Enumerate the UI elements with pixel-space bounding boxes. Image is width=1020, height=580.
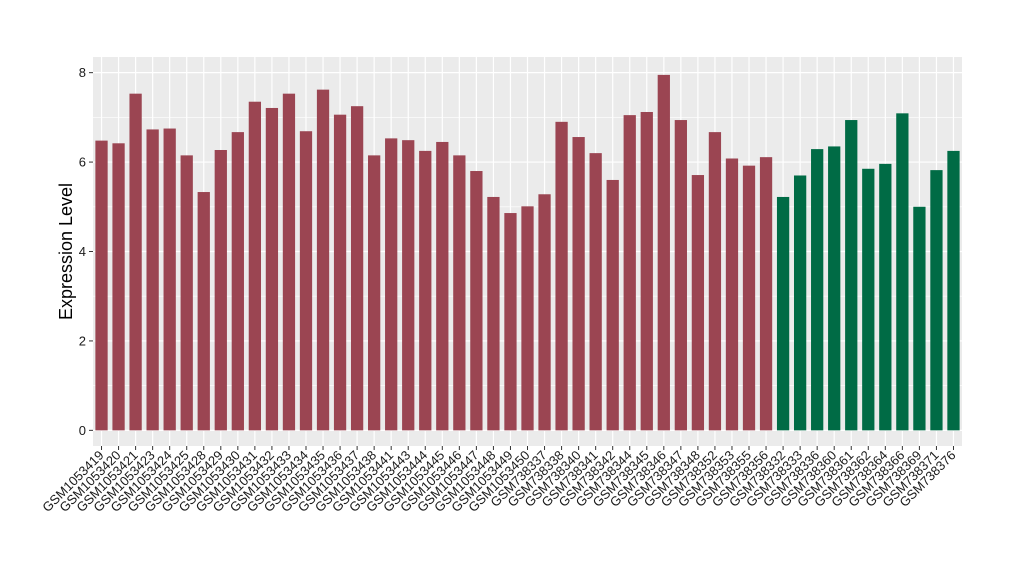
bar [947, 150, 960, 431]
bar [214, 150, 227, 431]
bar [725, 158, 739, 431]
bar [180, 155, 193, 431]
bar [913, 206, 926, 431]
y-tick-label: 0 [79, 423, 86, 438]
bar [436, 141, 449, 431]
bar [368, 155, 381, 431]
bar [504, 213, 517, 431]
bar [828, 146, 841, 431]
bar [248, 101, 262, 431]
bar [385, 138, 398, 431]
bar [572, 137, 585, 431]
bar [862, 168, 875, 431]
bar [197, 192, 210, 431]
bar [640, 111, 653, 431]
y-tick-label: 8 [79, 65, 86, 80]
bar [742, 165, 756, 431]
bar [231, 132, 244, 431]
bar [333, 114, 347, 431]
bar [350, 106, 364, 431]
bar [265, 107, 279, 431]
bar [555, 121, 568, 431]
bar [487, 196, 500, 431]
bar [112, 143, 125, 431]
bar [759, 157, 773, 431]
y-tick-label: 6 [79, 155, 86, 170]
bar [299, 131, 313, 431]
bar [470, 171, 483, 431]
bar [811, 149, 824, 431]
bar [146, 129, 159, 431]
y-axis: 0 2 4 6 8 [79, 65, 93, 438]
x-axis: GSM1053419GSM1053420GSM1053421GSM1053423… [39, 446, 959, 515]
bar [879, 163, 892, 431]
bar [453, 155, 466, 431]
bar [419, 150, 432, 431]
bar [657, 74, 670, 431]
bar [674, 120, 687, 431]
bar [691, 175, 705, 431]
y-tick-label: 2 [79, 333, 86, 348]
bar [521, 206, 534, 431]
bar [95, 140, 108, 431]
bar [896, 113, 909, 431]
bar [623, 115, 636, 431]
bar [776, 196, 790, 431]
bar [930, 170, 943, 431]
bar [538, 194, 551, 431]
bar [402, 140, 415, 431]
bar [708, 132, 722, 431]
bar [793, 175, 807, 431]
bar [589, 153, 602, 431]
bars [95, 74, 960, 431]
bar [606, 179, 619, 431]
y-axis-label: Expression Level [56, 183, 76, 320]
bar [163, 128, 176, 431]
bar [316, 89, 330, 431]
y-tick-label: 4 [79, 244, 86, 259]
bar [129, 93, 142, 431]
bar [282, 93, 296, 431]
bar [845, 120, 858, 431]
